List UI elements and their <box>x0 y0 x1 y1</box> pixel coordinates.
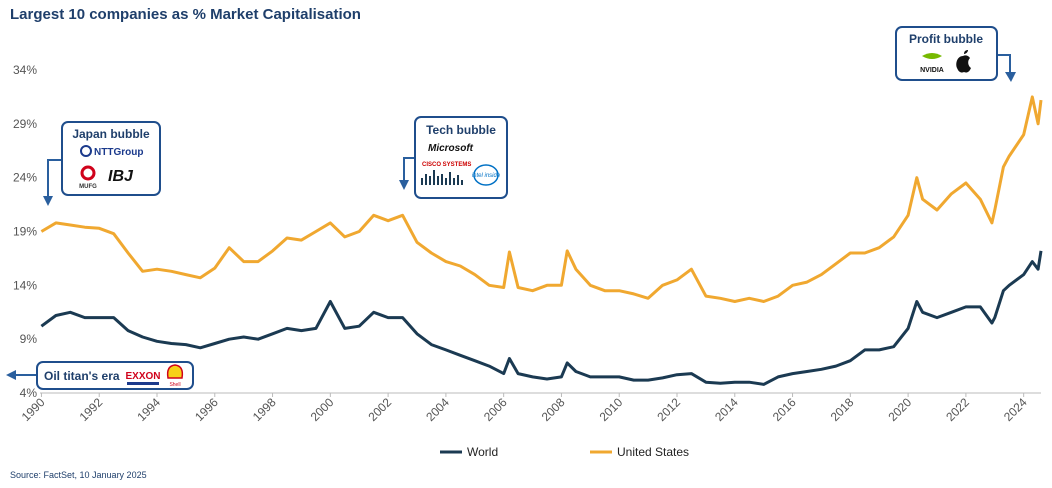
y-tick-label: 19% <box>13 225 37 239</box>
logo-icon <box>127 382 159 385</box>
data-line <box>40 95 1043 303</box>
logo-icon <box>80 165 96 181</box>
callout-arrow <box>403 157 415 183</box>
callout-profit: Profit bubble NVIDIA <box>895 26 1016 82</box>
x-tick-label: 2020 <box>885 395 914 424</box>
chart-title: Largest 10 companies as % Market Capital… <box>10 6 361 23</box>
logo: IBJ <box>108 168 134 185</box>
arrow-head <box>1005 72 1016 82</box>
callout-oil: Oil titan's era EXXON Shell <box>6 361 194 390</box>
y-tick-label: 14% <box>13 278 37 292</box>
logo: MUFG <box>79 184 97 190</box>
logo-icon <box>166 364 184 379</box>
x-tick-label: 2006 <box>481 395 510 424</box>
callout-arrow <box>997 54 1011 74</box>
x-tick-label: 1998 <box>250 395 279 424</box>
logo-icon <box>956 50 971 73</box>
legend-label: United States <box>617 445 689 459</box>
logo: Shell <box>169 382 180 388</box>
y-tick-label: 24% <box>13 171 37 185</box>
x-tick-label: 2010 <box>597 395 626 424</box>
x-tick-label: 1994 <box>134 395 163 424</box>
callout-title: Japan bubble <box>72 127 150 141</box>
logo-icon <box>473 164 499 186</box>
arrow-head <box>43 196 53 206</box>
x-tick-label: 2004 <box>423 395 452 424</box>
callout-box <box>895 26 998 81</box>
x-tick-label: 2000 <box>308 395 337 424</box>
x-tick-label: 2014 <box>712 395 741 424</box>
y-tick-label: 9% <box>20 332 38 346</box>
x-tick-label: 2016 <box>770 395 799 424</box>
logo: CISCO SYSTEMS <box>422 162 471 168</box>
y-tick-label: 29% <box>13 117 37 131</box>
source: Source: FactSet, 10 January 2025 <box>10 470 147 480</box>
logo: intel inside <box>472 173 501 179</box>
callout-box <box>61 121 161 196</box>
logo-icon <box>80 145 92 157</box>
x-tick-label: 2022 <box>943 395 972 424</box>
x-tick-label: 1996 <box>192 395 221 424</box>
legend-label: World <box>467 445 498 459</box>
y-tick-label: 34% <box>13 63 37 77</box>
callout-title: Oil titan's era <box>44 369 120 383</box>
x-tick-label: 2018 <box>828 395 857 424</box>
data-line <box>40 250 1043 386</box>
logo: NVIDIA <box>920 67 944 74</box>
logo-icon <box>421 170 463 185</box>
y-tick-label: 4% <box>20 386 38 400</box>
callout-title: Tech bubble <box>426 123 496 137</box>
callout-arrow <box>47 159 62 200</box>
callout-tech: Tech bubble Microsoft CISCO SYSTEMS inte… <box>399 116 508 199</box>
x-tick-label: 1992 <box>77 395 106 424</box>
x-tick-label: 2008 <box>539 395 568 424</box>
arrow-head <box>399 180 409 190</box>
callout-title: Profit bubble <box>909 32 983 46</box>
logo: EXXON <box>125 371 160 382</box>
logo-icon <box>922 53 942 59</box>
callout-japan: Japan bubble NTTGroup MUFG IBJ <box>43 121 161 206</box>
x-tick-label: 2024 <box>1001 395 1030 424</box>
x-tick-label: 2012 <box>654 395 683 424</box>
logo: Microsoft <box>428 143 474 154</box>
arrow-head <box>6 370 16 380</box>
logo: NTTGroup <box>94 147 143 158</box>
x-tick-label: 2002 <box>365 395 394 424</box>
